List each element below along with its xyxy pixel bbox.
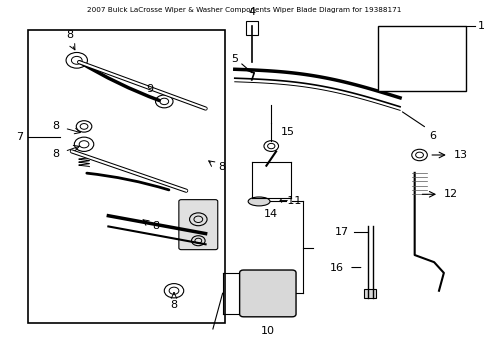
Text: 14: 14 — [264, 208, 278, 219]
Text: ←11: ←11 — [278, 197, 301, 206]
Text: 5: 5 — [230, 54, 237, 64]
Bar — [245, 21, 258, 35]
Bar — [377, 26, 465, 91]
Text: 8: 8 — [66, 30, 73, 40]
Text: 8: 8 — [53, 121, 60, 131]
Text: 7: 7 — [16, 132, 23, 142]
Text: 9: 9 — [146, 84, 153, 94]
Text: 8: 8 — [170, 300, 177, 310]
Bar — [363, 289, 375, 298]
Text: 10: 10 — [260, 327, 274, 337]
Text: 8: 8 — [152, 221, 159, 231]
Text: 8: 8 — [217, 162, 224, 172]
Text: 13: 13 — [453, 150, 467, 160]
Text: 17: 17 — [334, 227, 348, 237]
Text: 1: 1 — [477, 21, 484, 31]
Text: 2: 2 — [448, 64, 455, 74]
Text: 15: 15 — [281, 127, 294, 137]
Text: 2007 Buick LaCrosse Wiper & Washer Components Wiper Blade Diagram for 19388171: 2007 Buick LaCrosse Wiper & Washer Compo… — [87, 7, 401, 13]
Bar — [28, 30, 224, 323]
Ellipse shape — [247, 197, 269, 206]
Text: 16: 16 — [329, 262, 344, 273]
Text: 6: 6 — [428, 131, 435, 141]
Text: 8: 8 — [53, 149, 60, 159]
FancyBboxPatch shape — [239, 270, 295, 317]
Text: 4: 4 — [248, 8, 255, 18]
Text: 3: 3 — [448, 46, 455, 57]
FancyBboxPatch shape — [179, 200, 217, 249]
Text: ⊙: ⊙ — [261, 286, 274, 301]
Text: 12: 12 — [443, 189, 457, 199]
